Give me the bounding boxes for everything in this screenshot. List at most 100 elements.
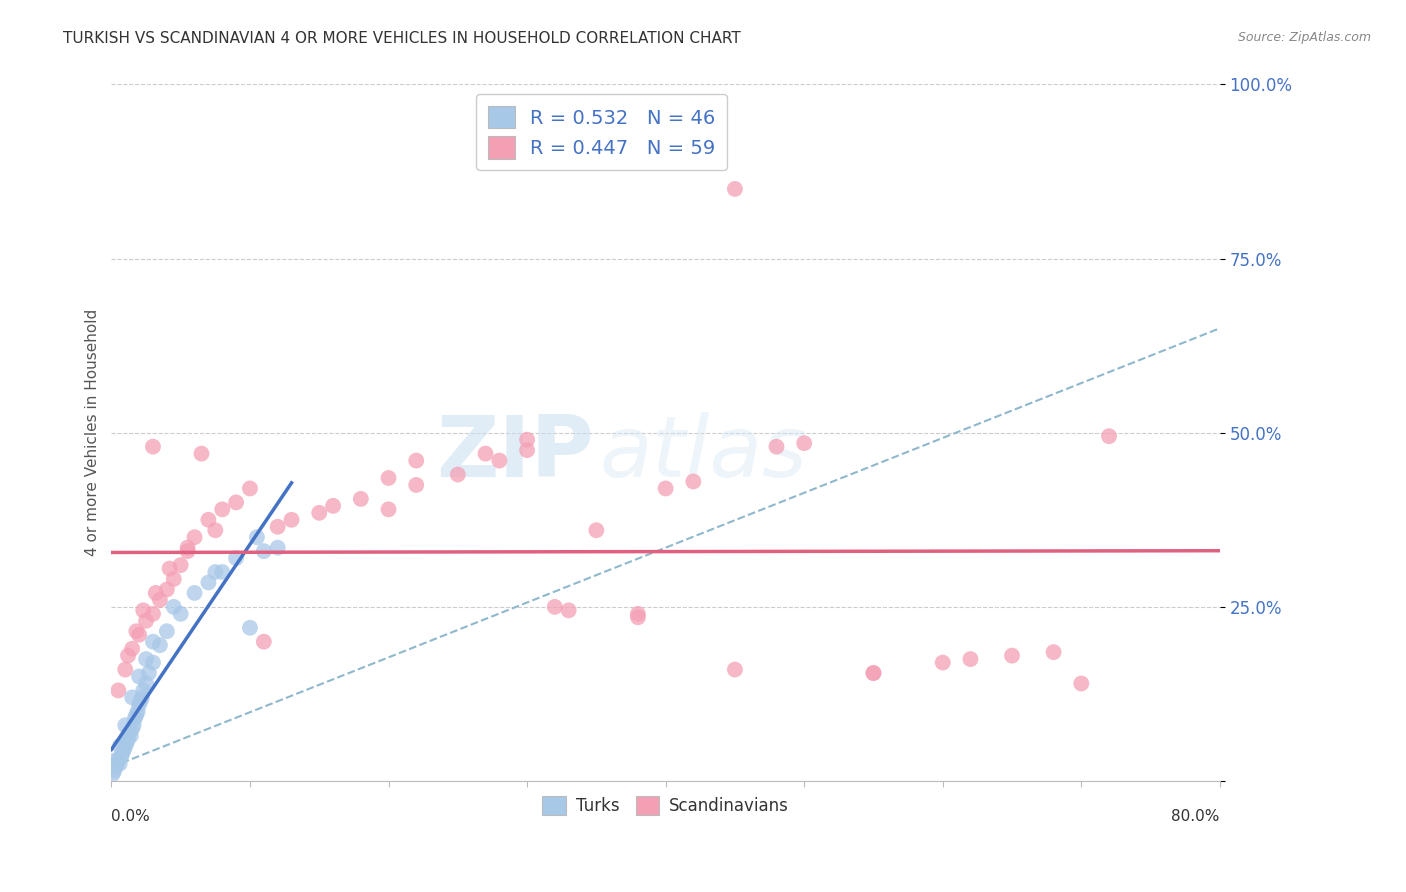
Point <box>142 656 165 670</box>
Point <box>142 440 165 454</box>
Point <box>163 599 186 614</box>
Point <box>1042 645 1064 659</box>
Point <box>1098 429 1121 443</box>
Point <box>120 729 142 743</box>
Point <box>585 523 607 537</box>
Text: ZIP: ZIP <box>436 412 593 495</box>
Text: 0.0%: 0.0% <box>111 809 150 824</box>
Point <box>149 593 172 607</box>
Point <box>474 447 496 461</box>
Point <box>107 683 129 698</box>
Point <box>183 530 205 544</box>
Point <box>266 541 288 555</box>
Point <box>114 663 136 677</box>
Point <box>124 711 146 725</box>
Point <box>682 475 704 489</box>
Point <box>135 676 157 690</box>
Point <box>862 666 884 681</box>
Point <box>125 624 148 639</box>
Point <box>862 666 884 681</box>
Point <box>266 520 288 534</box>
Point <box>142 607 165 621</box>
Point <box>932 656 955 670</box>
Point <box>516 443 538 458</box>
Point <box>447 467 470 482</box>
Point <box>959 652 981 666</box>
Point <box>253 634 276 648</box>
Point <box>190 447 212 461</box>
Point <box>103 764 125 778</box>
Point <box>163 572 186 586</box>
Point <box>118 725 141 739</box>
Point <box>121 641 143 656</box>
Point <box>197 513 219 527</box>
Point <box>170 558 193 572</box>
Text: TURKISH VS SCANDINAVIAN 4 OR MORE VEHICLES IN HOUSEHOLD CORRELATION CHART: TURKISH VS SCANDINAVIAN 4 OR MORE VEHICL… <box>63 31 741 46</box>
Point <box>159 561 181 575</box>
Point <box>114 718 136 732</box>
Point <box>135 652 157 666</box>
Text: 80.0%: 80.0% <box>1171 809 1220 824</box>
Point <box>115 736 138 750</box>
Point <box>246 530 269 544</box>
Point <box>239 482 262 496</box>
Point <box>125 707 148 722</box>
Point <box>253 544 276 558</box>
Point <box>322 499 344 513</box>
Point <box>225 551 247 566</box>
Point <box>405 478 427 492</box>
Text: Source: ZipAtlas.com: Source: ZipAtlas.com <box>1237 31 1371 45</box>
Point <box>128 669 150 683</box>
Y-axis label: 4 or more Vehicles in Household: 4 or more Vehicles in Household <box>86 310 100 557</box>
Point <box>132 683 155 698</box>
Point <box>627 607 650 621</box>
Point <box>627 610 650 624</box>
Point <box>239 621 262 635</box>
Point <box>377 502 399 516</box>
Point <box>176 541 198 555</box>
Point <box>108 756 131 771</box>
Point <box>557 603 579 617</box>
Point <box>129 694 152 708</box>
Point <box>107 753 129 767</box>
Point <box>108 739 131 754</box>
Point <box>121 722 143 736</box>
Point <box>488 453 510 467</box>
Point <box>204 523 226 537</box>
Point <box>122 718 145 732</box>
Point <box>516 433 538 447</box>
Text: atlas: atlas <box>599 412 807 495</box>
Point <box>111 746 134 760</box>
Point <box>121 690 143 705</box>
Legend: Turks, Scandinavians: Turks, Scandinavians <box>536 789 796 822</box>
Point <box>350 491 373 506</box>
Point <box>225 495 247 509</box>
Point <box>104 753 127 767</box>
Point <box>127 704 149 718</box>
Point <box>128 628 150 642</box>
Point <box>149 638 172 652</box>
Point <box>176 544 198 558</box>
Point <box>1001 648 1024 663</box>
Point <box>128 698 150 712</box>
Point <box>1070 676 1092 690</box>
Point <box>544 599 567 614</box>
Point <box>145 586 167 600</box>
Point <box>724 182 747 196</box>
Point <box>105 756 128 771</box>
Point <box>117 648 139 663</box>
Point <box>112 742 135 756</box>
Point <box>156 624 179 639</box>
Point <box>142 634 165 648</box>
Point <box>138 666 160 681</box>
Point <box>183 586 205 600</box>
Point <box>110 749 132 764</box>
Point <box>135 614 157 628</box>
Point <box>101 767 124 781</box>
Point <box>170 607 193 621</box>
Point <box>280 513 302 527</box>
Point <box>156 582 179 597</box>
Point <box>765 440 787 454</box>
Point <box>211 565 233 579</box>
Point <box>654 482 676 496</box>
